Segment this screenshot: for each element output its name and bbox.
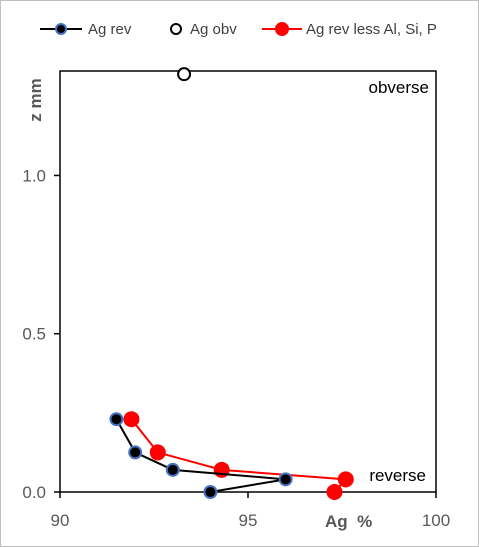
plot-area: [59, 70, 437, 493]
x-tick-label: 90: [51, 511, 70, 530]
data-point-ag-rev: [128, 445, 143, 460]
x-tick-label: 95: [239, 511, 258, 530]
chart-marks: 0.0 0.5 1.0 90 95 100: [22, 67, 450, 530]
x-axis-label: Ag %: [325, 512, 372, 531]
y-tick-label: 0.5: [22, 325, 46, 344]
data-point-ag-rev-less-al-si-p: [149, 444, 166, 461]
data-point-ag-rev-less-al-si-p: [326, 484, 343, 500]
legend-label-ag-obv: Ag obv: [190, 21, 237, 38]
legend-marker-ag-rev-less: [275, 22, 289, 36]
x-tick-label: 100: [422, 511, 450, 530]
data-point-ag-obv: [177, 67, 192, 82]
series-line-ag-rev: [115, 418, 286, 493]
legend-marker-ag-obv: [170, 23, 182, 35]
data-point-ag-rev: [165, 462, 180, 477]
data-point-ag-rev: [278, 472, 293, 487]
legend-label-ag-rev-less: Ag rev less Al, Si, P: [306, 21, 437, 38]
y-axis-label: z mm: [26, 78, 45, 121]
data-point-ag-rev: [203, 485, 218, 499]
legend-label-ag-rev: Ag rev: [88, 21, 132, 38]
legend: Ag rev Ag obv Ag rev less Al, Si, P: [40, 21, 437, 38]
legend-marker-ag-rev: [55, 23, 67, 35]
annotation-reverse: reverse: [369, 466, 426, 485]
annotation-obverse: obverse: [369, 78, 429, 97]
data-point-ag-rev: [109, 412, 124, 427]
data-point-ag-rev-less-al-si-p: [337, 471, 354, 488]
y-tick-label: 1.0: [22, 166, 46, 185]
y-tick-label: 0.0: [22, 483, 46, 502]
data-point-ag-rev-less-al-si-p: [123, 411, 140, 428]
